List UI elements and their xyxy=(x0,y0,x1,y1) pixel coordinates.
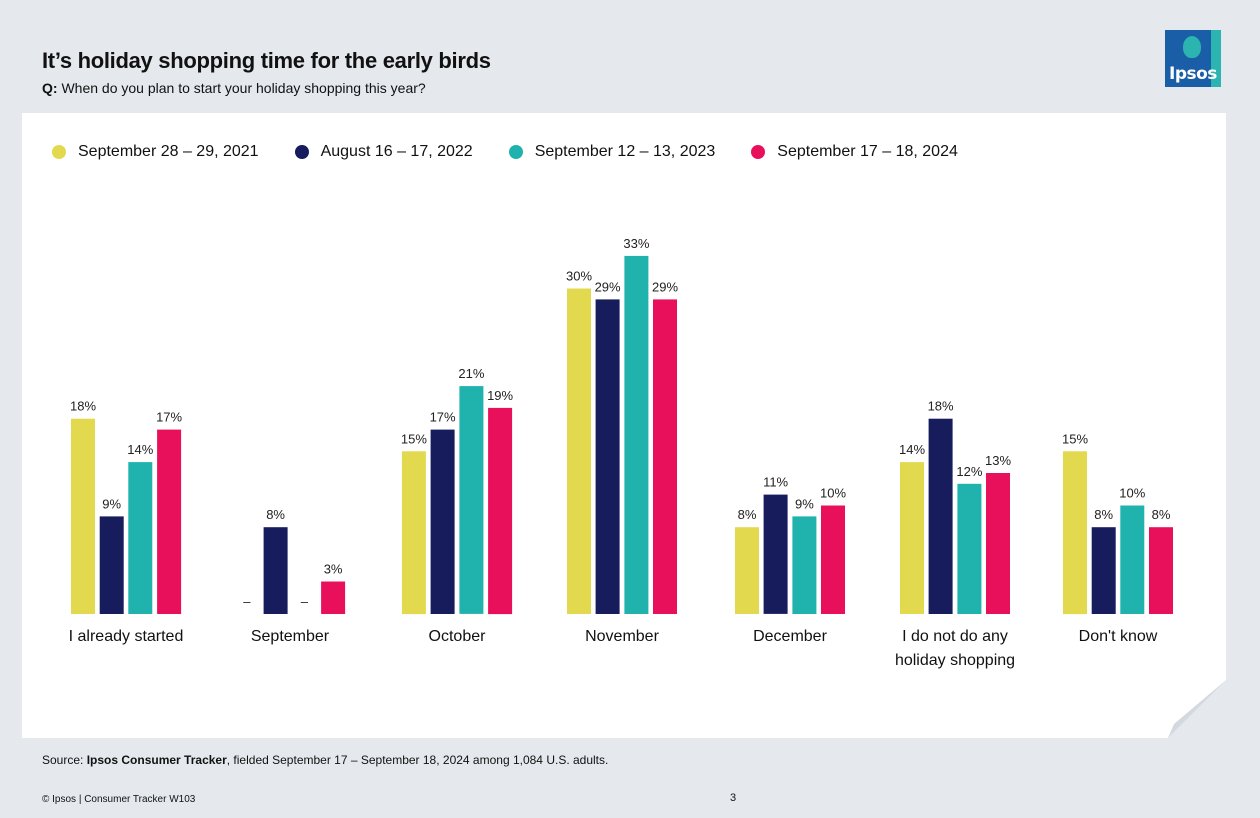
data-label: 17% xyxy=(156,410,182,425)
legend-item-2: August 16 – 17, 2022 xyxy=(294,143,473,161)
category-label: I already started xyxy=(69,628,184,645)
question-prefix: Q: xyxy=(42,80,58,96)
page-fold-corner xyxy=(1168,680,1226,738)
legend-item-1: September 28 – 29, 2021 xyxy=(52,143,259,161)
bar-4-2 xyxy=(595,299,620,614)
data-label-empty: – xyxy=(243,594,251,609)
data-label: 30% xyxy=(566,269,592,284)
data-label: 11% xyxy=(763,475,788,490)
source-name: Ipsos Consumer Tracker xyxy=(86,753,227,767)
data-label: 14% xyxy=(127,442,153,457)
bar-1-3 xyxy=(128,462,153,614)
bar-6-2 xyxy=(928,418,953,614)
question-subtitle: Q: When do you plan to start your holida… xyxy=(42,80,426,96)
bar-3-4 xyxy=(488,407,513,615)
legend-item-3: September 12 – 13, 2023 xyxy=(508,143,716,161)
data-label: 19% xyxy=(487,388,513,403)
page-title: It’s holiday shopping time for the early… xyxy=(42,48,491,73)
legend-label: September 17 – 18, 2024 xyxy=(777,143,958,160)
data-label: 9% xyxy=(795,496,814,511)
legend-label: September 12 – 13, 2023 xyxy=(534,143,716,160)
data-label: 14% xyxy=(899,442,925,457)
data-label: 29% xyxy=(652,279,678,294)
bar-7-4 xyxy=(1149,527,1173,614)
category-label: Don't know xyxy=(1079,628,1158,645)
data-label: 33% xyxy=(623,236,649,251)
data-label: 29% xyxy=(595,279,621,294)
source-prefix: Source: xyxy=(42,753,87,767)
legend-dot-icon xyxy=(508,145,523,159)
category-label: holiday shopping xyxy=(895,652,1015,669)
data-label-empty: – xyxy=(301,594,309,609)
data-label: 8% xyxy=(1094,507,1113,522)
bar-7-2 xyxy=(1091,527,1116,614)
category-label: October xyxy=(429,628,487,645)
data-label: 21% xyxy=(458,366,484,381)
category-label: November xyxy=(585,628,659,645)
bar-3-2 xyxy=(430,429,455,614)
source-suffix: , fielded September 17 – September 18, 2… xyxy=(226,753,609,767)
bar-7-1 xyxy=(1063,451,1087,615)
bar-4-1 xyxy=(567,288,591,614)
bar-2-4 xyxy=(321,581,346,614)
bar-6-3 xyxy=(957,483,982,614)
data-label: 8% xyxy=(1152,507,1171,522)
bar-3-3 xyxy=(459,386,484,614)
data-label: 10% xyxy=(820,486,846,501)
logo-head-icon xyxy=(1183,36,1201,58)
source-note: Source: Ipsos Consumer Tracker, fielded … xyxy=(42,753,608,767)
bar-7-3 xyxy=(1120,505,1145,614)
ipsos-logo: Ipsos xyxy=(1165,30,1221,87)
category-label: December xyxy=(753,628,827,645)
bar-5-1 xyxy=(735,527,759,614)
chart-card xyxy=(22,113,1226,738)
data-label: 17% xyxy=(430,410,456,425)
data-label: 15% xyxy=(1062,431,1088,446)
data-label: 12% xyxy=(956,464,982,479)
bar-4-3 xyxy=(624,255,649,614)
chart-legend: September 28 – 29, 2021 August 16 – 17, 2… xyxy=(52,141,994,163)
page-number: 3 xyxy=(730,792,737,804)
legend-item-4: September 17 – 18, 2024 xyxy=(751,143,958,161)
category-label: September xyxy=(251,628,330,645)
bar-5-2 xyxy=(763,494,788,614)
data-label: 3% xyxy=(324,562,343,577)
bar-2-2 xyxy=(263,527,288,614)
data-label: 13% xyxy=(985,453,1011,468)
bar-3-1 xyxy=(401,451,426,615)
data-label: 10% xyxy=(1119,486,1145,501)
data-label: 18% xyxy=(70,399,96,414)
bar-6-1 xyxy=(900,462,924,614)
bar-1-2 xyxy=(99,516,124,614)
legend-label: September 28 – 29, 2021 xyxy=(78,143,259,160)
legend-label: August 16 – 17, 2022 xyxy=(320,143,473,160)
legend-dot-icon xyxy=(294,145,309,159)
logo-text: Ipsos xyxy=(1169,64,1217,84)
data-label: 8% xyxy=(738,507,757,522)
data-label: 18% xyxy=(928,399,954,414)
bar-5-4 xyxy=(821,505,845,614)
category-label: I do not do any xyxy=(902,628,1008,645)
bar-1-4 xyxy=(157,429,182,614)
legend-dot-icon xyxy=(751,145,766,159)
bar-4-4 xyxy=(653,299,677,614)
footer-copyright: © Ipsos | Consumer Tracker W103 xyxy=(42,794,196,805)
legend-dot-icon xyxy=(52,145,66,159)
bar-5-3 xyxy=(792,516,817,614)
question-text: When do you plan to start your holiday s… xyxy=(61,80,426,96)
data-label: 8% xyxy=(266,507,285,522)
data-label: 9% xyxy=(102,496,121,511)
logo-accent-bar xyxy=(1211,30,1221,87)
bar-1-1 xyxy=(71,418,95,614)
data-label: 15% xyxy=(401,431,427,446)
bar-6-4 xyxy=(986,473,1010,614)
